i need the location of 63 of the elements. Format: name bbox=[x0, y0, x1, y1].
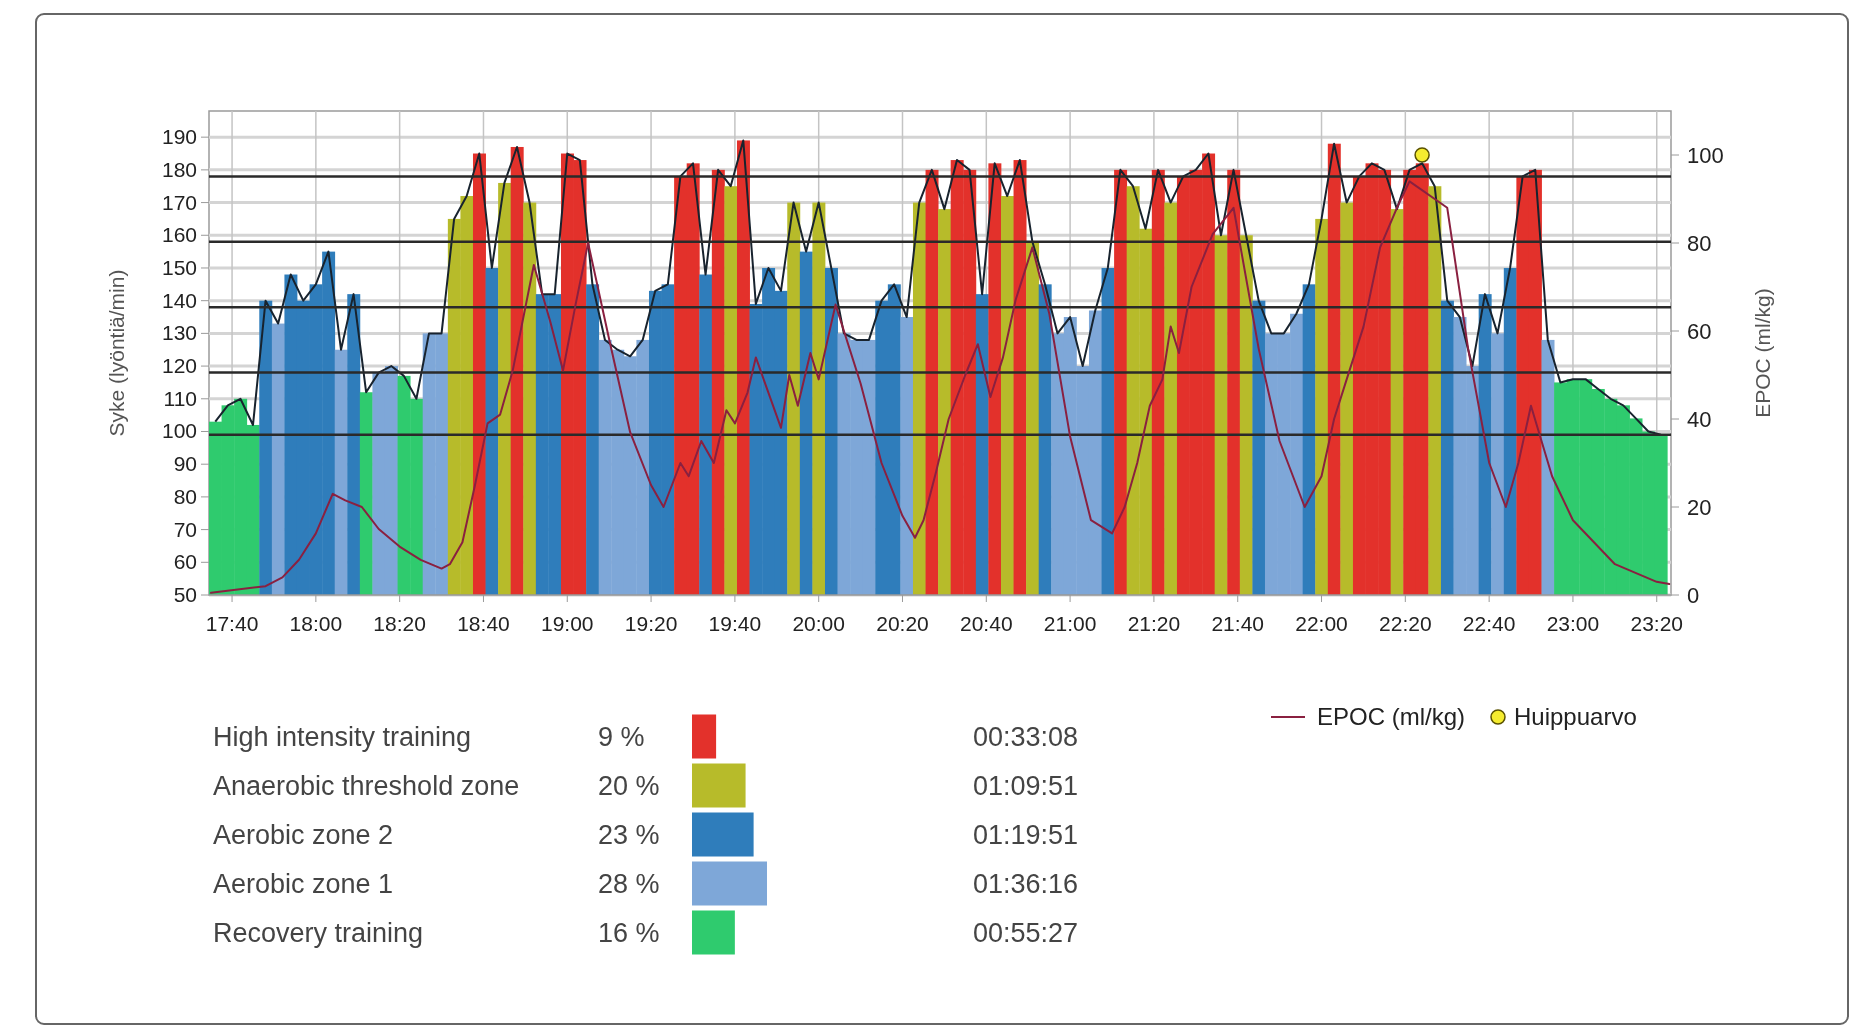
bar bbox=[692, 910, 735, 955]
y-tick-label: 100 bbox=[161, 419, 197, 443]
text: 00:33:08 bbox=[973, 721, 1079, 752]
text: 01:36:16 bbox=[973, 868, 1079, 899]
x-tick-label: 21:00 bbox=[1043, 612, 1097, 635]
x-tick-label: 19:00 bbox=[540, 612, 594, 635]
x-tick-label: 18:40 bbox=[457, 612, 510, 635]
y-tick-label: 60 bbox=[173, 550, 197, 574]
y-tick-label: Recovery training bbox=[213, 917, 424, 948]
x-tick-label: 17:40 bbox=[205, 612, 259, 635]
y-tick-label: 70 bbox=[173, 517, 197, 541]
text: 00:55:27 bbox=[973, 917, 1079, 948]
y-tick-label: 170 bbox=[161, 190, 197, 214]
x-tick-label: 18:00 bbox=[289, 612, 343, 635]
text: 01:09:51 bbox=[973, 770, 1079, 801]
y-tick-label: 150 bbox=[161, 255, 197, 279]
y-tick-label: 50 bbox=[173, 583, 197, 606]
x-tick-label: 23:00 bbox=[1546, 612, 1600, 635]
data-label: 9 % bbox=[598, 721, 645, 752]
data-label: 20 % bbox=[598, 770, 660, 801]
y-tick-label: 120 bbox=[161, 354, 197, 378]
bar bbox=[692, 861, 767, 906]
x-tick-label: 22:20 bbox=[1379, 612, 1432, 635]
x-tick-label: 18:20 bbox=[373, 612, 426, 635]
y-tick-label: 130 bbox=[161, 321, 197, 345]
x-tick-label: 21:40 bbox=[1211, 612, 1265, 635]
y2-axis-title: EPOC (ml/kg) bbox=[1751, 288, 1774, 418]
y-tick-label: High intensity training bbox=[213, 721, 472, 752]
y2-tick-label: 0 bbox=[1687, 583, 1700, 608]
y-tick-label: 190 bbox=[161, 125, 197, 149]
x-tick-label: 21:20 bbox=[1127, 612, 1181, 635]
x-tick-label: 19:40 bbox=[708, 612, 762, 635]
bar bbox=[692, 763, 746, 808]
y-tick-label: 110 bbox=[163, 386, 197, 410]
x-tick-label: 20:40 bbox=[960, 612, 1013, 635]
data-label: 23 % bbox=[598, 819, 660, 850]
legend-label: EPOC (ml/kg) bbox=[1317, 703, 1466, 730]
data-label: 16 % bbox=[598, 917, 660, 948]
x-tick-label: 20:20 bbox=[876, 612, 929, 635]
bar bbox=[692, 812, 754, 857]
y2-tick-label: 60 bbox=[1687, 319, 1712, 344]
x-tick-label: 22:40 bbox=[1462, 612, 1516, 635]
legend-label: Huippuarvo bbox=[1514, 703, 1637, 730]
x-tick-label: 22:00 bbox=[1295, 612, 1348, 635]
y-tick-label: 90 bbox=[173, 452, 197, 476]
x-tick-label: 19:20 bbox=[624, 612, 678, 635]
bar bbox=[692, 714, 717, 759]
y-tick-label: 160 bbox=[161, 223, 197, 247]
y2-tick-label: 40 bbox=[1687, 407, 1712, 432]
y-axis-title: Syke (lyöntiä/min) bbox=[105, 269, 128, 437]
x-tick-label: 20:00 bbox=[792, 612, 845, 635]
y-tick-label: Aerobic zone 2 bbox=[213, 819, 394, 850]
y-tick-label: Aerobic zone 1 bbox=[213, 868, 394, 899]
y2-tick-label: 80 bbox=[1687, 231, 1712, 256]
y-tick-label: 180 bbox=[161, 157, 197, 181]
y-tick-label: 140 bbox=[161, 288, 197, 312]
data-label: 28 % bbox=[598, 868, 660, 899]
y-tick-label: Anaerobic threshold zone bbox=[213, 770, 520, 801]
text: 01:19:51 bbox=[973, 819, 1079, 850]
y2-tick-label: 100 bbox=[1687, 143, 1724, 168]
y2-tick-label: 20 bbox=[1687, 495, 1712, 520]
x-tick-label: 23:20 bbox=[1630, 612, 1684, 635]
y-tick-label: 80 bbox=[173, 484, 197, 508]
